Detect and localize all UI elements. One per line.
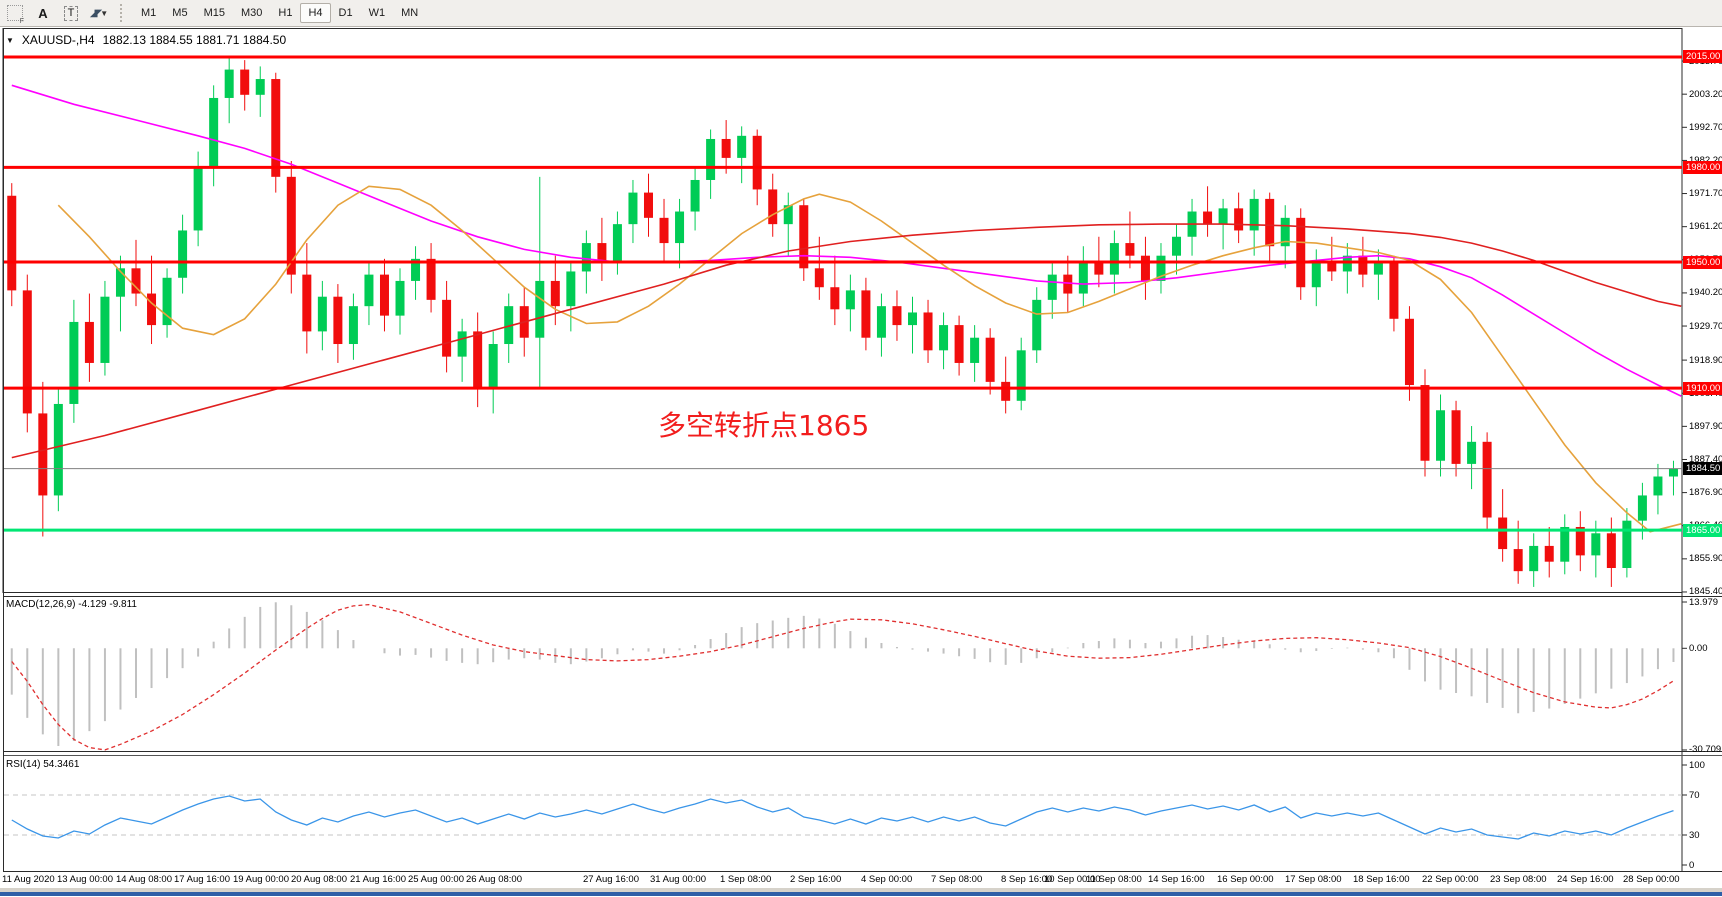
macd-indicator-label: MACD(12,26,9) -4.129 -9.811 [6, 599, 137, 610]
timeframe-buttons: M1 M5 M15 M30 H1 H4 D1 W1 MN [133, 3, 426, 23]
timeframe-button-m5[interactable]: M5 [172, 7, 188, 19]
price-axis-label: 1887.40 [1689, 453, 1722, 465]
hline-price-tag: 1865.00 [1683, 523, 1722, 537]
timeframe-button-d1[interactable]: D1 [338, 7, 353, 19]
price-axis-label: 1855.90 [1689, 553, 1722, 565]
macd-axis-label: 13.979 [1689, 596, 1719, 608]
date-axis-label[interactable]: 13 Aug 00:00 [57, 874, 113, 885]
date-axis-label[interactable]: 31 Aug 00:00 [650, 874, 706, 885]
date-axis-label[interactable]: 20 Aug 08:00 [291, 874, 347, 885]
date-axis-label[interactable]: 17 Aug 16:00 [174, 874, 230, 885]
window-bottom-edge [0, 888, 1722, 892]
price-axis-label: 1982.20 [1689, 155, 1722, 166]
date-axis-label[interactable]: 11 Aug 2020 [2, 874, 55, 885]
hline-price-tag: 1950.00 [1683, 255, 1722, 269]
date-axis-label[interactable]: 28 Sep 00:00 [1623, 874, 1680, 885]
timeframe-button-h1[interactable]: H1 [278, 7, 293, 19]
hline-price-tag: 2015.00 [1683, 50, 1722, 64]
date-axis-label[interactable]: 23 Sep 08:00 [1490, 874, 1547, 885]
date-axis-label[interactable]: 18 Sep 16:00 [1353, 874, 1410, 885]
chart-canvas[interactable] [0, 28, 1722, 897]
price-axis-label: 1961.20 [1689, 221, 1722, 233]
date-axis-label[interactable]: 11 Sep 08:00 [1086, 874, 1142, 885]
date-axis-label[interactable]: 21 Aug 16:00 [350, 874, 406, 885]
panel-splitter[interactable] [0, 750, 1722, 754]
symbol-label: XAUUSD-,H4 [21, 33, 95, 47]
annotation-text[interactable]: 多空转折点1865 [658, 409, 870, 442]
price-axis-label: 2003.20 [1689, 88, 1722, 100]
hline-price-tag: 1910.00 [1683, 381, 1722, 395]
macd-axis-label: 0.00 [1689, 642, 1708, 654]
date-axis-label[interactable]: 27 Aug 16:00 [583, 874, 639, 885]
date-axis-label[interactable]: 19 Aug 00:00 [233, 874, 289, 885]
date-axis-label[interactable]: 2 Sep 16:00 [790, 874, 842, 885]
timeframe-button-m1[interactable]: M1 [141, 7, 157, 19]
price-axis-label: 1929.70 [1689, 320, 1722, 332]
bid-price-tag: 1884.50 [1683, 462, 1722, 476]
rsi-axis-label: 70 [1689, 789, 1700, 801]
price-axis-label: 1876.90 [1689, 487, 1722, 499]
date-axis-label[interactable]: 25 Aug 00:00 [408, 874, 464, 885]
date-axis-label[interactable]: 22 Sep 00:00 [1422, 874, 1479, 885]
chart-area[interactable]: ▼ XAUUSD-,H4 1882.13 1884.55 1881.71 188… [0, 28, 1722, 897]
timeframe-button-w1[interactable]: W1 [368, 7, 386, 19]
price-axis-label: 1845.40 [1689, 586, 1722, 598]
rsi-indicator-label: RSI(14) 54.3461 [6, 759, 80, 770]
date-axis-label[interactable]: 16 Sep 00:00 [1217, 874, 1274, 885]
date-axis-label[interactable]: 7 Sep 08:00 [931, 874, 983, 885]
panel-splitter[interactable] [0, 591, 1722, 595]
hline-price-tag: 1980.00 [1683, 160, 1722, 174]
chevron-down-icon: ▼ [100, 8, 109, 18]
rsi-axis-label: 100 [1689, 759, 1705, 771]
toolbar-grip[interactable] [120, 4, 125, 22]
crosshair-icon[interactable]: F [4, 3, 26, 25]
macd-axis-label: -30.709 [1689, 744, 1722, 756]
timeframe-button-m15[interactable]: M15 [203, 7, 225, 19]
collapse-triangle-icon[interactable]: ▼ [6, 35, 14, 45]
window-bottom-highlight [0, 892, 1722, 896]
price-axis-label: 1992.70 [1689, 121, 1722, 133]
price-axis-label: 1918.90 [1689, 354, 1722, 366]
toolbar: F A T ◢◤ ▼ M1 M5 M15 M30 H1 H4 D1 W1 MN [0, 0, 1722, 27]
date-axis-label[interactable]: 1 Sep 08:00 [720, 874, 772, 885]
price-axis-label: 1971.70 [1689, 188, 1722, 200]
chart-title: ▼ XAUUSD-,H4 1882.13 1884.55 1881.71 188… [6, 33, 286, 47]
shapes-icon[interactable]: ◢◤ ▼ [89, 7, 109, 19]
rsi-axis-label: 30 [1689, 829, 1700, 841]
date-axis-label[interactable]: 8 Sep 16:00 [1001, 874, 1053, 885]
date-axis-label[interactable]: 24 Sep 16:00 [1557, 874, 1614, 885]
price-axis-label: 1897.90 [1689, 420, 1722, 432]
date-axis-label[interactable]: 17 Sep 08:00 [1285, 874, 1342, 885]
date-axis-label[interactable]: 26 Aug 08:00 [466, 874, 522, 885]
price-axis-label: 1940.20 [1689, 287, 1722, 299]
timeframe-button-h4[interactable]: H4 [300, 3, 331, 23]
date-axis-label[interactable]: 14 Aug 08:00 [116, 874, 172, 885]
timeframe-button-m30[interactable]: M30 [240, 7, 263, 19]
text-box-icon[interactable]: T [60, 3, 82, 23]
rsi-axis-label: 0 [1689, 859, 1695, 871]
date-axis-label[interactable]: 10 Sep 00:00 [1044, 874, 1101, 885]
timeframe-button-mn[interactable]: MN [401, 7, 419, 19]
text-label-icon[interactable]: A [38, 5, 48, 21]
date-axis-label[interactable]: 4 Sep 00:00 [861, 874, 913, 885]
ohlc-values: 1882.13 1884.55 1881.71 1884.50 [102, 33, 287, 47]
date-axis-label[interactable]: 14 Sep 16:00 [1148, 874, 1205, 885]
